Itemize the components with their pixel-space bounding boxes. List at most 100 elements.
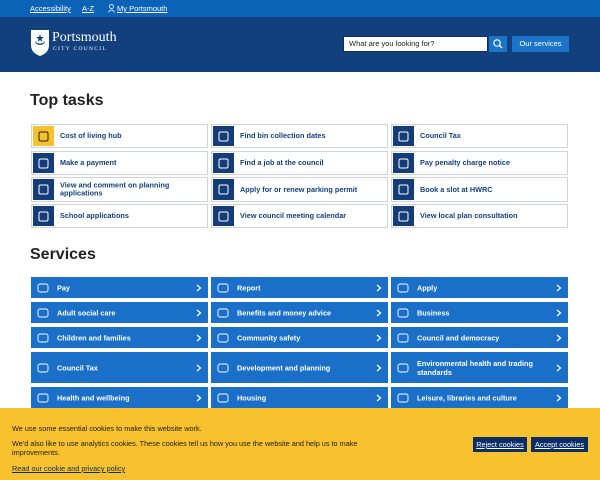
our-services-button[interactable]: Our services [512, 36, 569, 52]
service-tile[interactable]: Apply [391, 277, 568, 298]
top-task-tile[interactable]: Make a payment [31, 151, 208, 175]
icon-glyph [38, 131, 49, 142]
top-task-label: Apply for or renew parking permit [240, 184, 358, 194]
service-icon [37, 333, 49, 342]
top-tasks-heading: Top tasks [30, 92, 104, 109]
task-icon [33, 126, 54, 146]
service-tile[interactable]: Development and planning [211, 352, 388, 383]
chevron [376, 334, 382, 341]
top-task-tile[interactable]: Apply for or renew parking permit [211, 177, 388, 202]
top-task-tile[interactable]: View local plan consultation [391, 204, 568, 228]
reject-cookies-button[interactable]: Reject cookies [473, 437, 527, 452]
service-tile[interactable]: Health and wellbeing [31, 387, 208, 408]
service-icon [37, 308, 49, 317]
icon-glyph [398, 131, 409, 142]
top-task-label: Find bin collection dates [240, 130, 326, 140]
icon-glyph [218, 211, 229, 222]
icon-glyph [398, 158, 409, 169]
logo-subtitle: CITY COUNCIL [53, 46, 108, 52]
services-heading: Services [30, 246, 96, 263]
icon-glyph [218, 131, 229, 142]
service-label: Leisure, libraries and culture [417, 393, 517, 402]
task-icon [393, 206, 414, 226]
service-label: Apply [417, 283, 438, 292]
icon-glyph [218, 184, 229, 195]
chevron [376, 364, 382, 371]
service-icon [397, 333, 409, 342]
service-icon [217, 333, 229, 342]
service-label: Adult social care [57, 308, 116, 317]
task-icon [213, 126, 234, 146]
service-icon [397, 393, 409, 402]
service-label: Benefits and money advice [237, 308, 332, 317]
icon-glyph [398, 184, 409, 195]
task-icon [33, 153, 54, 173]
top-task-tile[interactable]: Find bin collection dates [211, 124, 388, 148]
service-icon [217, 283, 229, 292]
service-tile[interactable]: Council Tax [31, 352, 208, 383]
chevron [556, 394, 562, 401]
accept-cookies-button[interactable]: Accept cookies [531, 437, 588, 452]
service-label: Housing [237, 393, 267, 402]
service-tile[interactable]: Business [391, 302, 568, 323]
top-task-label: View council meeting calendar [240, 210, 347, 220]
top-task-tile[interactable]: Book a slot at HWRC [391, 177, 568, 202]
chevron [376, 284, 382, 291]
cookie-policy-link[interactable]: Read our cookie and privacy policy [12, 464, 126, 473]
service-tile[interactable]: Adult social care [31, 302, 208, 323]
service-tile[interactable]: Environmental health and trading standar… [391, 352, 568, 383]
service-tile[interactable]: Pay [31, 277, 208, 298]
service-label: Report [237, 283, 261, 292]
search-input[interactable]: What are you looking for? [343, 36, 488, 52]
header: Portsmouth CITY COUNCIL What are you loo… [0, 17, 600, 72]
user-icon [108, 4, 115, 13]
accessibility-link[interactable]: Accessibility [30, 4, 71, 13]
service-icon [397, 283, 409, 292]
top-task-tile[interactable]: Cost of living hub [31, 124, 208, 148]
service-tile[interactable]: Benefits and money advice [211, 302, 388, 323]
my-portsmouth-link[interactable]: My Portsmouth [117, 4, 168, 13]
service-tile[interactable]: Community safety [211, 327, 388, 348]
service-label: Pay [57, 283, 70, 292]
service-label: Council and democracy [417, 333, 500, 342]
icon-glyph [38, 184, 49, 195]
chevron [556, 364, 562, 371]
top-task-label: View and comment on planning application… [60, 180, 170, 198]
top-task-label: Pay penalty charge notice [420, 157, 511, 167]
task-icon [393, 126, 414, 146]
logo-crest[interactable] [30, 29, 50, 57]
task-icon [33, 206, 54, 226]
top-task-label: School applications [60, 210, 129, 220]
top-task-label: Council Tax [420, 130, 461, 140]
service-tile[interactable]: Children and families [31, 327, 208, 348]
icon-glyph [38, 211, 49, 222]
service-tile[interactable]: Council and democracy [391, 327, 568, 348]
service-label: Development and planning [237, 363, 331, 372]
service-tile[interactable]: Housing [211, 387, 388, 408]
service-tile[interactable]: Report [211, 277, 388, 298]
service-icon [217, 363, 229, 372]
top-task-tile[interactable]: View council meeting calendar [211, 204, 388, 228]
top-task-tile[interactable]: Council Tax [391, 124, 568, 148]
service-icon [37, 363, 49, 372]
search-button[interactable] [489, 36, 507, 52]
task-icon [393, 179, 414, 200]
task-icon [33, 179, 54, 200]
task-icon [213, 153, 234, 173]
top-task-tile[interactable]: School applications [31, 204, 208, 228]
chevron [196, 284, 202, 291]
service-tile[interactable]: Leisure, libraries and culture [391, 387, 568, 408]
chevron [196, 394, 202, 401]
top-task-tile[interactable]: View and comment on planning application… [31, 177, 208, 202]
chevron [196, 364, 202, 371]
top-task-label: Cost of living hub [60, 130, 122, 140]
top-task-tile[interactable]: Pay penalty charge notice [391, 151, 568, 175]
top-task-tile[interactable]: Find a job at the council [211, 151, 388, 175]
chevron [556, 284, 562, 291]
task-icon [393, 153, 414, 173]
cookie-text: We use some essential cookies to make th… [12, 424, 202, 433]
a-z-link[interactable]: A-Z [82, 4, 95, 13]
icon-glyph [398, 211, 409, 222]
